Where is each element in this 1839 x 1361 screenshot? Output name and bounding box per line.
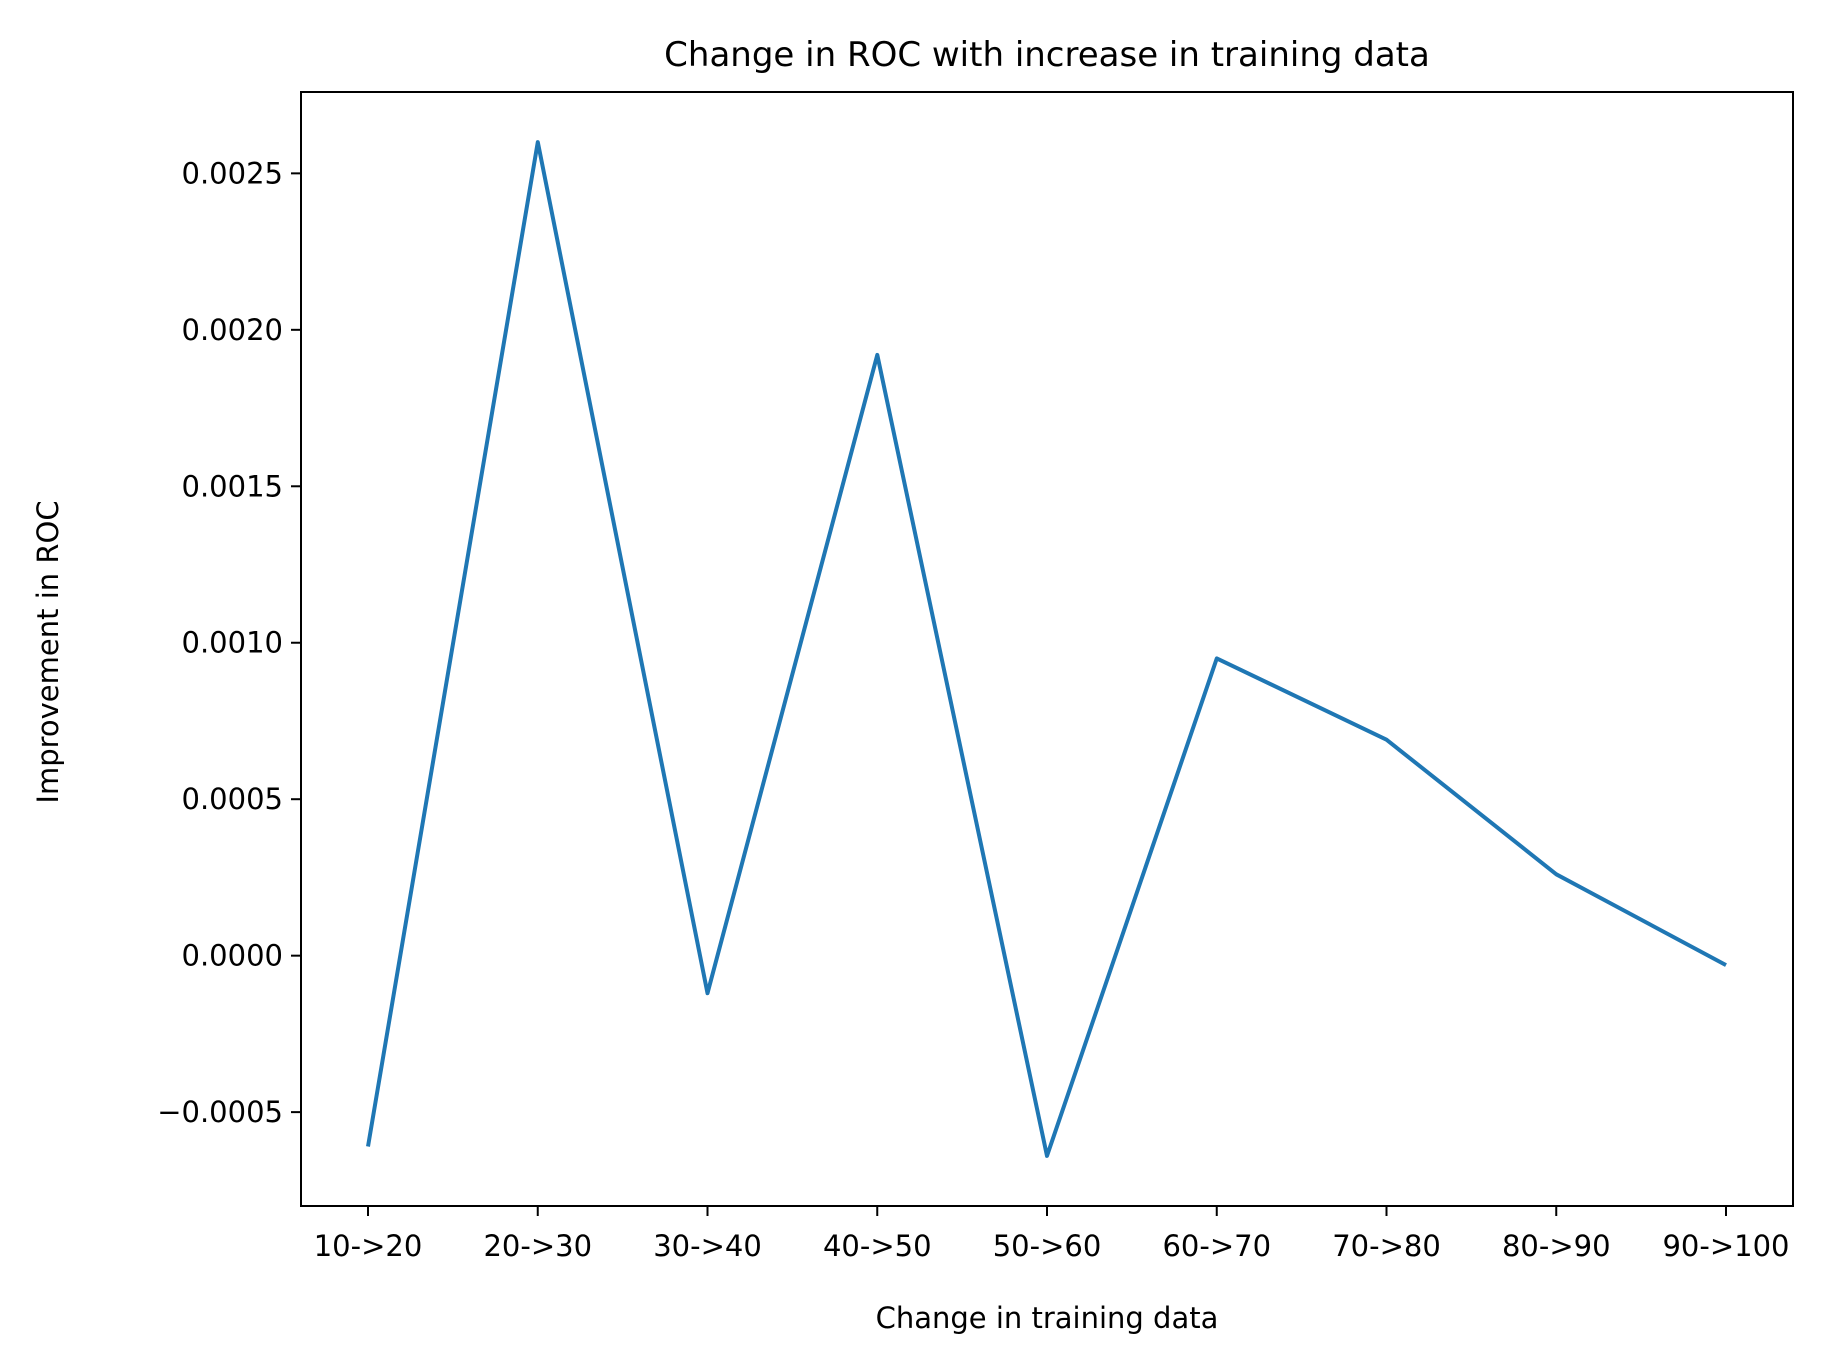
y-axis-ticks: −0.0005 0.0000 0.0005 0.0010 0.0015 0.0020 0.0…	[157, 156, 301, 1129]
x-tick-label: 50->60	[993, 1229, 1102, 1263]
x-axis-ticks: 10->20 20->30 30->40 40->50 50->60 60->70 70->…	[314, 1206, 1790, 1263]
x-tick-label: 70->80	[1332, 1229, 1441, 1263]
plot-area	[366, 140, 1727, 1158]
series-line	[366, 140, 1727, 1158]
y-tick-label: 0.0020	[182, 313, 283, 347]
x-tick-label: 90->100	[1662, 1229, 1789, 1263]
y-tick-label: −0.0005	[157, 1095, 283, 1129]
x-tick-label: 60->70	[1162, 1229, 1271, 1263]
y-tick-label: 0.0010	[182, 626, 283, 660]
x-tick-label: 20->30	[483, 1229, 592, 1263]
y-tick-label: 0.0000	[182, 939, 283, 973]
y-axis-label: Improvement in ROC	[31, 500, 65, 803]
x-tick-label: 30->40	[653, 1229, 762, 1263]
plot-frame	[300, 91, 1794, 1207]
x-axis-label: Change in training data	[876, 1301, 1219, 1335]
y-tick-label: 0.0025	[182, 156, 283, 190]
x-tick-label: 80->90	[1502, 1229, 1611, 1263]
x-tick-label: 40->50	[823, 1229, 932, 1263]
x-tick-label: 10->20	[314, 1229, 423, 1263]
y-tick-label: 0.0015	[182, 469, 283, 503]
y-tick-label: 0.0005	[182, 782, 283, 816]
chart-title: Change in ROC with increase in training …	[664, 35, 1430, 75]
